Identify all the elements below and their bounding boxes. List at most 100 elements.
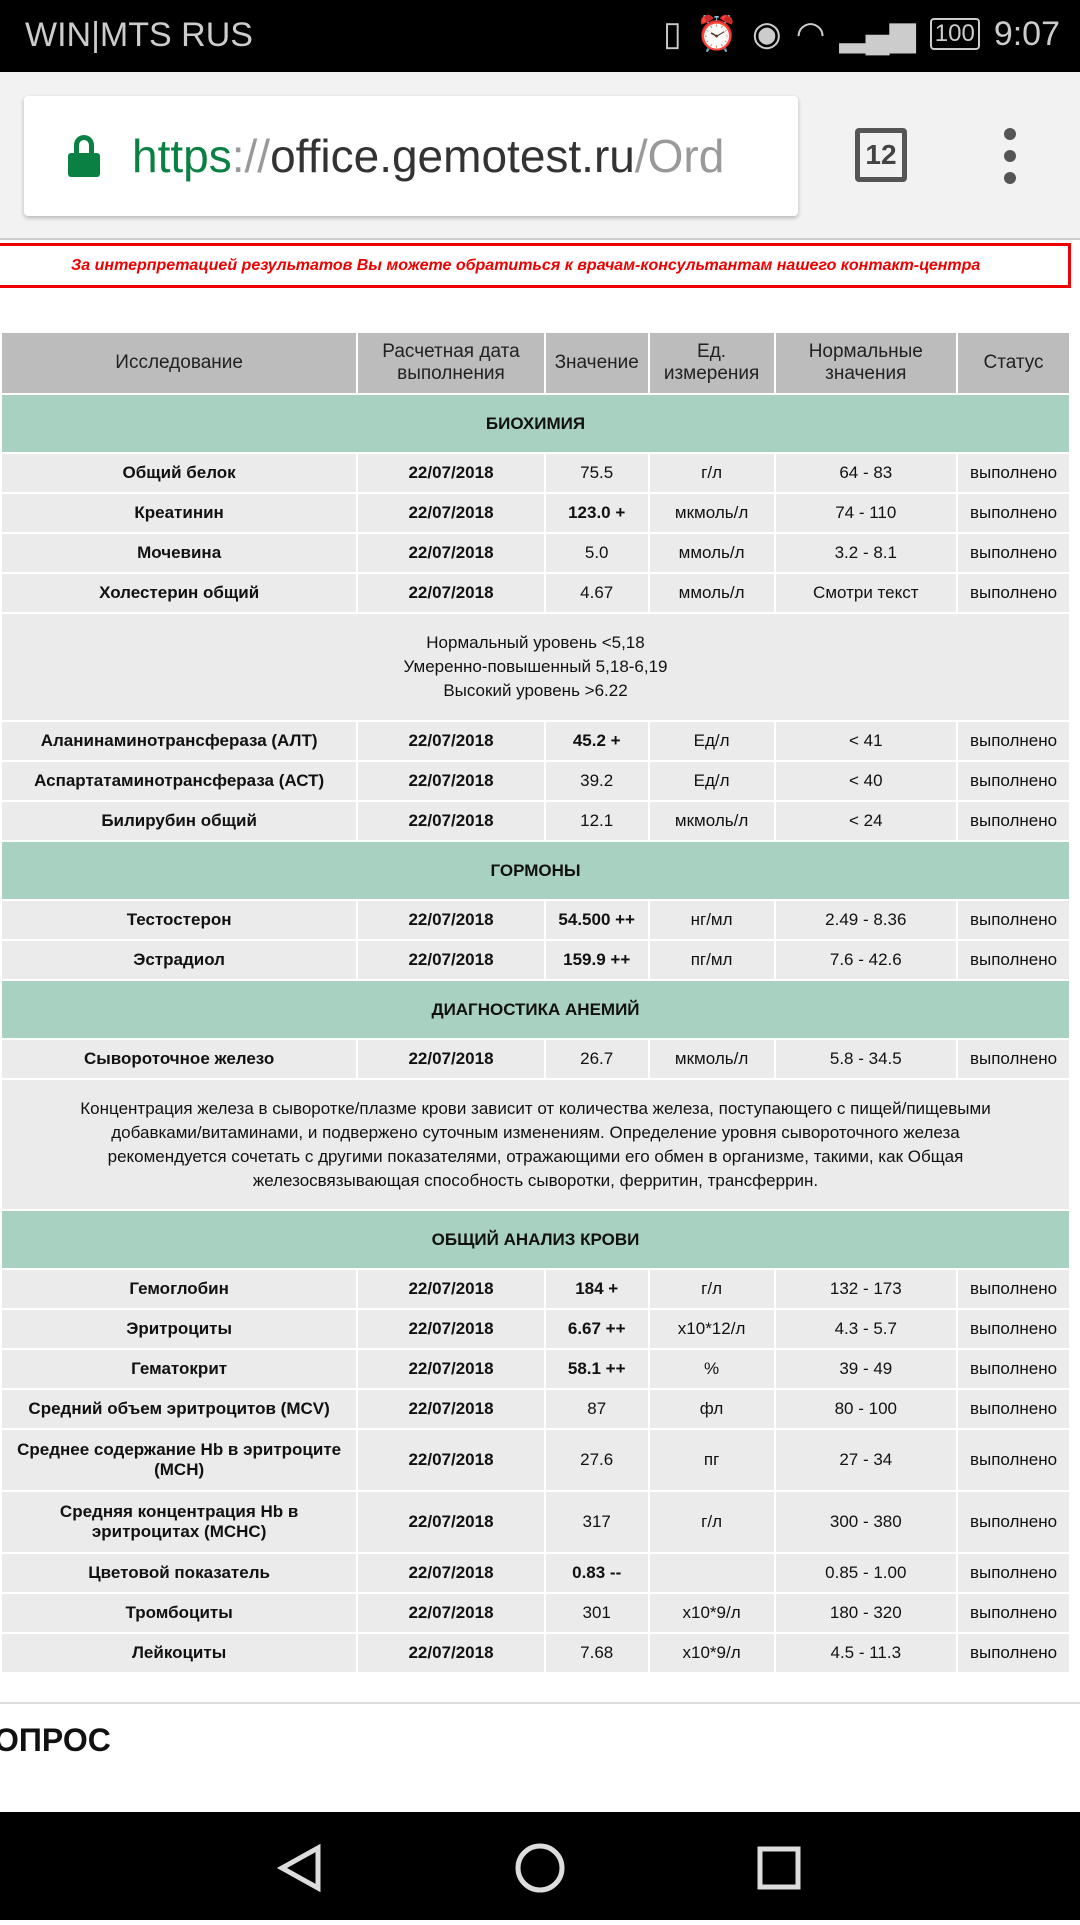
cell-date: 22/07/2018 xyxy=(356,1308,546,1350)
note-row: Нормальный уровень <5,18 Умеренно-повышен… xyxy=(0,612,1071,722)
cell-date: 22/07/2018 xyxy=(356,1268,546,1310)
cell-date: 22/07/2018 xyxy=(356,1388,546,1430)
cell-name: Гематокрит xyxy=(0,1348,359,1390)
cell-norm: 3.2 - 8.1 xyxy=(773,532,959,574)
back-icon[interactable] xyxy=(276,1843,321,1893)
cell-date: 22/07/2018 xyxy=(356,532,546,574)
interpretation-notice: За интерпретацией результатов Вы можете … xyxy=(0,243,1071,288)
cell-date: 22/07/2018 xyxy=(356,572,546,614)
cell-norm: 80 - 100 xyxy=(773,1388,959,1430)
cell-unit: x10*9/л xyxy=(647,1592,776,1634)
lock-icon xyxy=(68,135,100,177)
cell-norm: 4.3 - 5.7 xyxy=(773,1308,959,1350)
more-menu-icon[interactable] xyxy=(1000,128,1020,184)
note-line: Концентрация железа в сыворотке/плазме к… xyxy=(80,1098,991,1190)
cell-unit: % xyxy=(647,1348,776,1390)
note-row: Концентрация железа в сыворотке/плазме к… xyxy=(0,1078,1071,1211)
eye-icon: ◉ xyxy=(752,15,782,53)
cell-value: 87 xyxy=(543,1388,650,1430)
cell-norm: 132 - 173 xyxy=(773,1268,959,1310)
battery-icon: 100 xyxy=(929,18,980,50)
cell-name: Эстрадиол xyxy=(0,939,359,981)
cell-norm: 7.6 - 42.6 xyxy=(773,939,959,981)
section-row: ОБЩИЙ АНАЛИЗ КРОВИ xyxy=(0,1209,1071,1270)
cell-value: 5.0 xyxy=(543,532,650,574)
cell-date: 22/07/2018 xyxy=(356,452,546,494)
table-row: Тромбоциты 22/07/2018 301 x10*9/л 180 - 320 в… xyxy=(0,1592,1071,1634)
cell-unit: нг/мл xyxy=(647,899,776,941)
cell-date: 22/07/2018 xyxy=(356,899,546,941)
cell-norm: 4.5 - 11.3 xyxy=(773,1632,959,1674)
note-line: Высокий уровень >6.22 xyxy=(443,681,628,700)
cell-norm: 39 - 49 xyxy=(773,1348,959,1390)
cell-status: выполнено xyxy=(956,1592,1071,1634)
address-bar[interactable]: https://office.gemotest.ru/Ord xyxy=(24,96,798,216)
cell-unit: ммоль/л xyxy=(647,532,776,574)
column-header-status: Статус xyxy=(956,331,1071,395)
column-header-name: Исследование xyxy=(0,331,359,395)
cell-value: 301 xyxy=(543,1592,650,1634)
section-row: ГОРМОНЫ xyxy=(0,840,1071,901)
cell-unit: мкмоль/л xyxy=(647,800,776,842)
cell-name: Креатинин xyxy=(0,492,359,534)
cell-name: Цветовой показатель xyxy=(0,1552,359,1594)
table-row: Холестерин общий 22/07/2018 4.67 ммоль/л Смо… xyxy=(0,572,1071,614)
cell-name: Средняя концентрация Hb в эритроцитах (M… xyxy=(0,1490,359,1554)
cell-norm: 2.49 - 8.36 xyxy=(773,899,959,941)
cell-unit: x10*9/л xyxy=(647,1632,776,1674)
cell-norm: 5.8 - 34.5 xyxy=(773,1038,959,1080)
cell-name: Эритроциты xyxy=(0,1308,359,1350)
cell-unit: г/л xyxy=(647,1268,776,1310)
carrier-name: WIN|MTS RUS xyxy=(25,16,253,54)
table-row: Гематокрит 22/07/2018 58.1 ++% 39 - 49 выпол… xyxy=(0,1348,1071,1390)
table-row: Цветовой показатель 22/07/2018 0.83 -- 0.85… xyxy=(0,1552,1071,1594)
cell-status: выполнено xyxy=(956,899,1071,941)
cell-name: Средний объем эритроцитов (MCV) xyxy=(0,1388,359,1430)
cell-name: Среднее содержание Hb в эритроците (MCH) xyxy=(0,1428,359,1492)
note-text: Нормальный уровень <5,18 Умеренно-повышен… xyxy=(0,612,1071,722)
cell-unit: пг xyxy=(647,1428,776,1492)
cell-value: 45.2 + xyxy=(543,720,650,762)
cell-value: 0.83 -- xyxy=(543,1552,650,1594)
cell-name: Аспартатаминотрансфераза (АСТ) xyxy=(0,760,359,802)
tab-switcher-button[interactable]: 12 xyxy=(855,128,907,182)
home-icon[interactable] xyxy=(515,1843,565,1893)
table-row: Аланинаминотрансфераза (АЛТ) 22/07/2018 45… xyxy=(0,720,1071,762)
section-heading: ОПРОС xyxy=(0,1722,111,1758)
cell-unit: г/л xyxy=(647,452,776,494)
cell-date: 22/07/2018 xyxy=(356,1490,546,1554)
status-bar: WIN|MTS RUS ▯ ⏰ ◉ ◠ ▂▄▆ 100 9:07 xyxy=(0,0,1080,72)
cell-name: Мочевина xyxy=(0,532,359,574)
cell-name: Сывороточное железо xyxy=(0,1038,359,1080)
alarm-icon: ⏰ xyxy=(695,15,739,53)
cell-date: 22/07/2018 xyxy=(356,800,546,842)
cell-value: 4.67 xyxy=(543,572,650,614)
cell-date: 22/07/2018 xyxy=(356,720,546,762)
cell-date: 22/07/2018 xyxy=(356,1038,546,1080)
cell-date: 22/07/2018 xyxy=(356,1348,546,1390)
results-table: Исследование Расчетная дата выполнения Зна… xyxy=(0,331,1071,1674)
column-header-unit: Ед. измерения xyxy=(647,331,776,395)
clock: 9:07 xyxy=(993,14,1060,53)
cell-value: 12.1 xyxy=(543,800,650,842)
table-row: Билирубин общий 22/07/2018 12.1 мкмоль/л < 2… xyxy=(0,800,1071,842)
cell-date: 22/07/2018 xyxy=(356,1552,546,1594)
cell-name: Общий белок xyxy=(0,452,359,494)
cell-status: выполнено xyxy=(956,1348,1071,1390)
section-row: ДИАГНОСТИКА АНЕМИЙ xyxy=(0,979,1071,1040)
cell-unit: мкмоль/л xyxy=(647,1038,776,1080)
cell-status: выполнено xyxy=(956,452,1071,494)
cell-name: Тромбоциты xyxy=(0,1592,359,1634)
cell-norm: < 24 xyxy=(773,800,959,842)
cell-value: 39.2 xyxy=(543,760,650,802)
cell-norm: < 41 xyxy=(773,720,959,762)
cell-status: выполнено xyxy=(956,532,1071,574)
recents-icon[interactable] xyxy=(757,1846,801,1890)
cell-value: 54.500 ++ xyxy=(543,899,650,941)
cell-date: 22/07/2018 xyxy=(356,492,546,534)
cell-status: выполнено xyxy=(956,939,1071,981)
cell-name: Лейкоциты xyxy=(0,1632,359,1674)
table-row: Сывороточное железо 22/07/2018 26.7 мкмоль/… xyxy=(0,1038,1071,1080)
cell-norm: 0.85 - 1.00 xyxy=(773,1552,959,1594)
url-text[interactable]: https://office.gemotest.ru/Ord xyxy=(132,130,725,182)
